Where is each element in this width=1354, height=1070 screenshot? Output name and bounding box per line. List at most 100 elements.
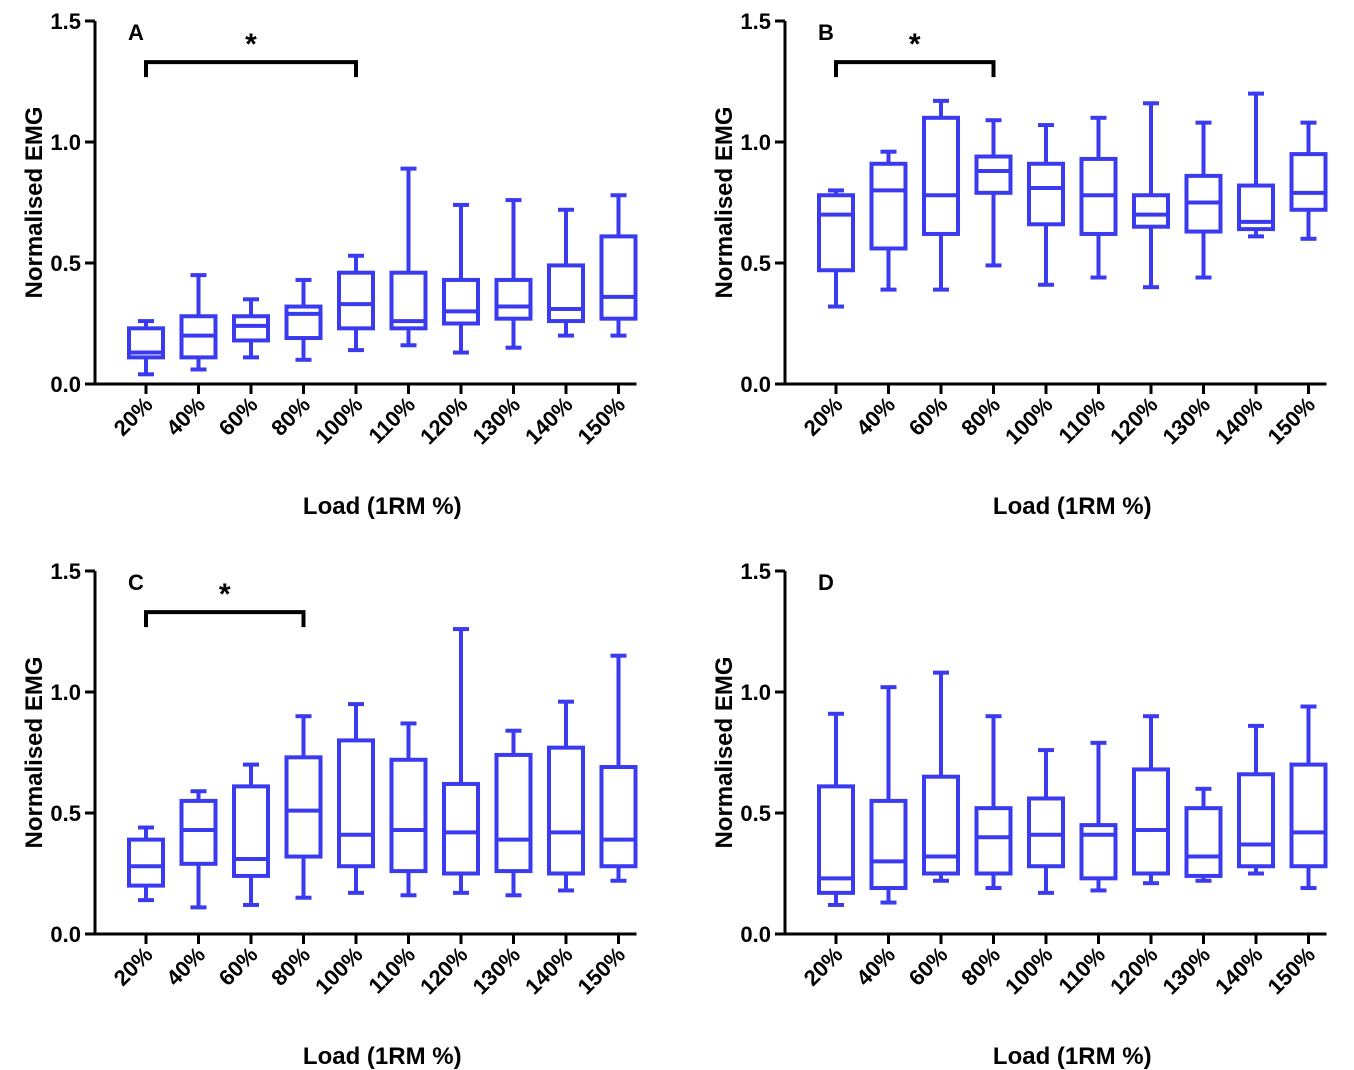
significance-star: * xyxy=(245,28,257,61)
box-20% xyxy=(127,319,165,377)
box-100% xyxy=(337,253,375,353)
iqr-box xyxy=(284,755,323,859)
box-20% xyxy=(127,825,165,903)
x-tick-label: 130% xyxy=(1158,942,1215,999)
x-tick-label: 60% xyxy=(904,942,953,991)
iqr-box xyxy=(442,781,480,876)
box-40% xyxy=(869,149,908,292)
x-tick-label: 140% xyxy=(1210,942,1267,999)
y-tick-label: 1.5 xyxy=(740,559,771,584)
box-150% xyxy=(599,193,638,338)
x-tick-label: 60% xyxy=(904,392,953,441)
x-axis-label: Load (1RM %) xyxy=(303,1043,462,1070)
x-tick-label: 110% xyxy=(1053,942,1110,999)
iqr-box xyxy=(1237,772,1275,869)
bracket-line xyxy=(834,60,996,78)
panel-C: 0.0 0.5 1.0 1.5 20% 40% 60% 80%100%110%120%130%… xyxy=(21,559,638,1070)
panel-letter: B xyxy=(818,20,834,45)
iqr-box xyxy=(599,234,638,321)
box-130% xyxy=(494,728,533,898)
x-axis-label: Load (1RM %) xyxy=(993,493,1152,520)
iqr-box xyxy=(232,784,270,878)
box-150% xyxy=(1289,120,1328,241)
iqr-box xyxy=(179,798,218,866)
iqr-box xyxy=(1027,161,1065,227)
box-120% xyxy=(442,202,480,355)
x-tick-label: 100% xyxy=(310,392,367,449)
box-140% xyxy=(547,699,585,893)
x-tick-label: 100% xyxy=(1000,942,1057,999)
x-tick-label: 80% xyxy=(956,942,1005,991)
x-tick-label: 110% xyxy=(1053,392,1110,449)
box-150% xyxy=(599,653,638,883)
bracket-line xyxy=(144,610,306,628)
x-tick-label: 120% xyxy=(415,392,472,449)
iqr-box xyxy=(869,798,908,891)
panel-letter: D xyxy=(818,570,834,595)
significance-bracket: * xyxy=(144,578,306,628)
y-tick-label: 0.0 xyxy=(740,922,771,947)
iqr-box xyxy=(974,806,1013,876)
iqr-box xyxy=(337,270,375,331)
panel-letter: C xyxy=(128,570,144,595)
box-80% xyxy=(974,118,1013,268)
y-tick-label: 0.0 xyxy=(50,372,81,397)
box-150% xyxy=(1289,704,1328,891)
iqr-box xyxy=(389,270,428,331)
box-130% xyxy=(1184,786,1223,883)
box-130% xyxy=(1184,120,1223,280)
x-tick-label: 130% xyxy=(468,392,525,449)
x-tick-label: 150% xyxy=(573,392,630,449)
y-tick-label: 0.5 xyxy=(740,801,771,826)
significance-bracket: * xyxy=(144,28,358,78)
x-tick-label: 20% xyxy=(799,942,848,991)
x-axis-label: Load (1RM %) xyxy=(993,1043,1152,1070)
x-tick-label: 20% xyxy=(109,392,158,441)
x-tick-label: 120% xyxy=(1105,392,1162,449)
y-tick-label: 1.0 xyxy=(50,680,81,705)
box-20% xyxy=(817,711,855,907)
iqr-box xyxy=(337,738,375,869)
box-140% xyxy=(1237,723,1275,876)
box-130% xyxy=(494,198,533,350)
x-tick-label: 40% xyxy=(161,942,210,991)
iqr-box xyxy=(389,757,428,874)
x-tick-label: 80% xyxy=(266,392,315,441)
x-tick-label: 80% xyxy=(956,392,1005,441)
x-tick-label: 130% xyxy=(468,942,525,999)
panel-letter: A xyxy=(128,20,144,45)
box-100% xyxy=(1027,123,1065,287)
x-tick-label: 110% xyxy=(363,392,420,449)
iqr-box xyxy=(1132,767,1170,876)
box-60% xyxy=(232,762,270,907)
significance-star: * xyxy=(219,578,231,611)
y-tick-label: 0.0 xyxy=(50,922,81,947)
x-tick-label: 120% xyxy=(415,942,472,999)
box-80% xyxy=(284,714,323,900)
y-tick-label: 1.5 xyxy=(50,559,81,584)
box-60% xyxy=(922,670,960,883)
box-110% xyxy=(389,721,428,898)
iqr-box xyxy=(974,154,1013,195)
iqr-box xyxy=(1132,193,1170,229)
y-tick-label: 1.0 xyxy=(740,680,771,705)
x-tick-label: 20% xyxy=(109,942,158,991)
box-110% xyxy=(1079,740,1118,893)
iqr-box xyxy=(547,263,585,324)
x-tick-label: 100% xyxy=(310,942,367,999)
x-tick-label: 40% xyxy=(161,392,210,441)
x-tick-label: 140% xyxy=(1210,392,1267,449)
iqr-box xyxy=(922,774,960,876)
box-110% xyxy=(1079,115,1118,280)
x-tick-label: 40% xyxy=(851,942,900,991)
iqr-box xyxy=(1184,806,1223,878)
iqr-box xyxy=(1289,762,1328,869)
panel-B: 0.0 0.5 1.0 1.5 20% 40% 60% 80%100%110%120%130%… xyxy=(711,9,1328,520)
box-40% xyxy=(179,789,218,910)
box-60% xyxy=(922,98,960,292)
x-tick-label: 20% xyxy=(799,392,848,441)
iqr-box xyxy=(232,314,270,343)
y-tick-label: 0.5 xyxy=(740,251,771,276)
x-tick-label: 40% xyxy=(851,392,900,441)
